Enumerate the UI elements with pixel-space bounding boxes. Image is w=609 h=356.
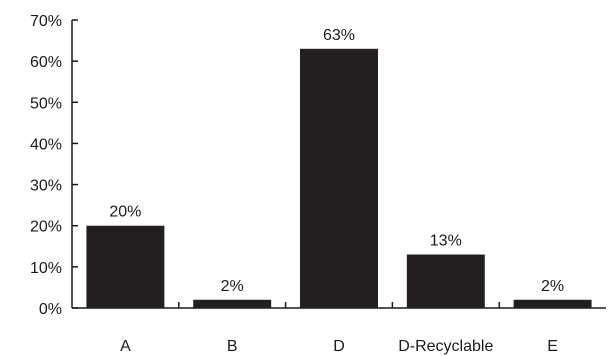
bar-a — [86, 225, 165, 308]
x-category-label: D — [333, 338, 345, 355]
y-tick-label: 50% — [30, 95, 62, 112]
data-labels: 20% 2% 63% 13% 2% — [109, 27, 564, 295]
x-category-label: B — [227, 338, 238, 355]
bar-b — [193, 299, 272, 308]
bar-e — [513, 299, 592, 308]
data-label: 13% — [430, 233, 462, 250]
data-label: 63% — [323, 27, 355, 44]
bar-d — [300, 48, 378, 309]
data-label: 2% — [541, 278, 564, 295]
x-category-label: A — [120, 338, 131, 355]
y-tick-label: 60% — [30, 54, 62, 71]
y-tick-label: 40% — [30, 136, 62, 153]
data-label: 20% — [109, 204, 141, 221]
y-axis: 0% 10% 20% 30% 40% 50% 60% 70% — [30, 13, 78, 318]
y-tick-label: 10% — [30, 260, 62, 277]
y-tick-label: 70% — [30, 13, 62, 30]
y-tick-label: 0% — [39, 301, 62, 318]
bar-d-recyclable — [406, 254, 485, 308]
data-label: 2% — [221, 278, 244, 295]
y-tick-label: 30% — [30, 178, 62, 195]
x-category-label: D-Recyclable — [398, 338, 493, 355]
y-tick-label: 20% — [30, 219, 62, 236]
bars — [86, 48, 592, 309]
x-category-label: E — [547, 338, 558, 355]
x-axis: A B D D-Recyclable E — [72, 302, 606, 355]
